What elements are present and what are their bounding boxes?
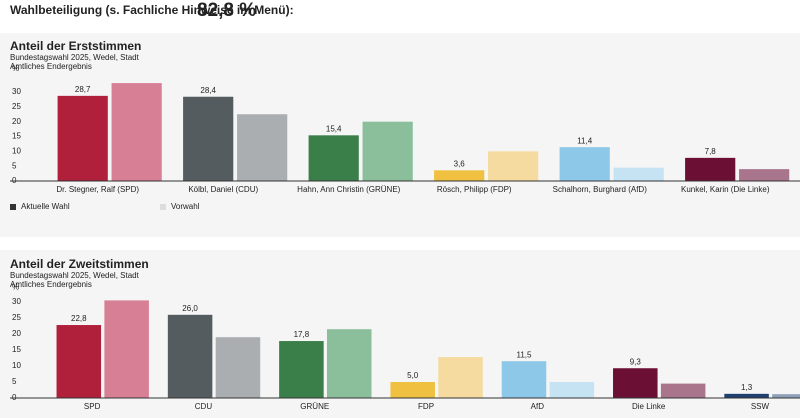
value-label: 11,5 <box>517 350 533 359</box>
bar <box>549 382 595 398</box>
bar <box>308 135 359 181</box>
value-label: 3,6 <box>454 159 466 168</box>
x-tick-label: SPD <box>84 402 101 411</box>
x-tick-label: Dr. Stegner, Ralf (SPD) <box>56 185 139 194</box>
bar <box>279 341 324 398</box>
bar <box>772 394 800 398</box>
bar <box>237 114 288 181</box>
value-label: 9,3 <box>630 357 642 366</box>
value-label: 7,8 <box>705 147 717 156</box>
chart-subtitle: Bundestagswahl 2025, Wedel, Stadt <box>10 271 140 280</box>
x-tick-label: AfD <box>531 402 545 411</box>
y-tick-label: 20 <box>12 329 21 338</box>
bar <box>167 314 213 398</box>
x-tick-label: GRÜNE <box>300 402 329 411</box>
y-tick-label: 10 <box>12 146 21 155</box>
bar <box>613 167 664 181</box>
chart-title: Anteil der Erststimmen <box>10 39 141 53</box>
bar <box>613 368 658 398</box>
value-label: 28,4 <box>200 86 216 95</box>
x-tick-label: Hahn, Ann Christin (GRÜNE) <box>297 185 400 194</box>
y-tick-label: 25 <box>12 102 21 111</box>
bar <box>434 170 485 181</box>
chart-subtitle: Bundestagswahl 2025, Wedel, Stadt <box>10 53 140 62</box>
chart-title: Anteil der Zweitstimmen <box>10 257 149 271</box>
value-label: 5,0 <box>407 371 419 380</box>
y-tick-label: 25 <box>12 313 21 322</box>
bar <box>438 357 483 398</box>
y-tick-label: 5 <box>12 377 17 386</box>
x-tick-label: Kunkel, Karin (Die Linke) <box>681 185 770 194</box>
chart-subtitle: Amtliches Endergebnis <box>10 62 92 71</box>
y-tick-label: 30 <box>12 87 21 96</box>
turnout-label: Wahlbeteiligung (s. Fachliche Hinweise i… <box>10 3 294 17</box>
bar <box>685 157 736 181</box>
y-tick-label: 15 <box>12 132 21 141</box>
y-tick-label: 30 <box>12 297 21 306</box>
y-tick-label: 10 <box>12 361 21 370</box>
x-tick-label: Die Linke <box>632 402 666 411</box>
bar <box>739 169 790 181</box>
x-tick-label: Rösch, Philipp (FDP) <box>437 185 512 194</box>
bar <box>326 329 372 398</box>
bar <box>57 95 108 181</box>
y-tick-label: 15 <box>12 345 21 354</box>
turnout-value: 82,8 % <box>197 0 256 21</box>
x-tick-label: SSW <box>751 402 770 411</box>
x-tick-label: Kölbl, Daniel (CDU) <box>188 185 258 194</box>
x-tick-label: CDU <box>195 402 213 411</box>
x-tick-label: Schalhorn, Burghard (AfD) <box>553 185 648 194</box>
value-label: 11,4 <box>577 136 593 145</box>
value-label: 17,8 <box>294 330 310 339</box>
legend-swatch <box>10 204 16 210</box>
chart-subtitle: Amtliches Endergebnis <box>10 280 92 289</box>
y-tick-label: 5 <box>12 161 17 170</box>
bar <box>390 382 435 398</box>
bar <box>501 361 547 398</box>
legend-swatch <box>160 204 166 210</box>
legend-label: Vorwahl <box>171 202 200 211</box>
value-label: 15,4 <box>326 124 342 133</box>
bar <box>215 337 261 398</box>
y-axis-label: % <box>12 64 19 73</box>
value-label: 1,3 <box>741 383 753 392</box>
bar <box>660 383 706 398</box>
bar <box>724 393 769 398</box>
y-tick-label: 20 <box>12 117 21 126</box>
y-axis-label: % <box>12 283 19 292</box>
bar <box>56 325 102 398</box>
bar <box>488 151 539 181</box>
legend-label: Aktuelle Wahl <box>21 202 70 211</box>
bar <box>183 96 234 181</box>
value-label: 28,7 <box>75 85 91 94</box>
value-label: 26,0 <box>182 304 198 313</box>
bar <box>559 147 610 181</box>
value-label: 22,8 <box>71 314 87 323</box>
x-tick-label: FDP <box>418 402 434 411</box>
bar <box>362 121 413 181</box>
bar <box>104 300 149 398</box>
bar <box>111 83 162 181</box>
